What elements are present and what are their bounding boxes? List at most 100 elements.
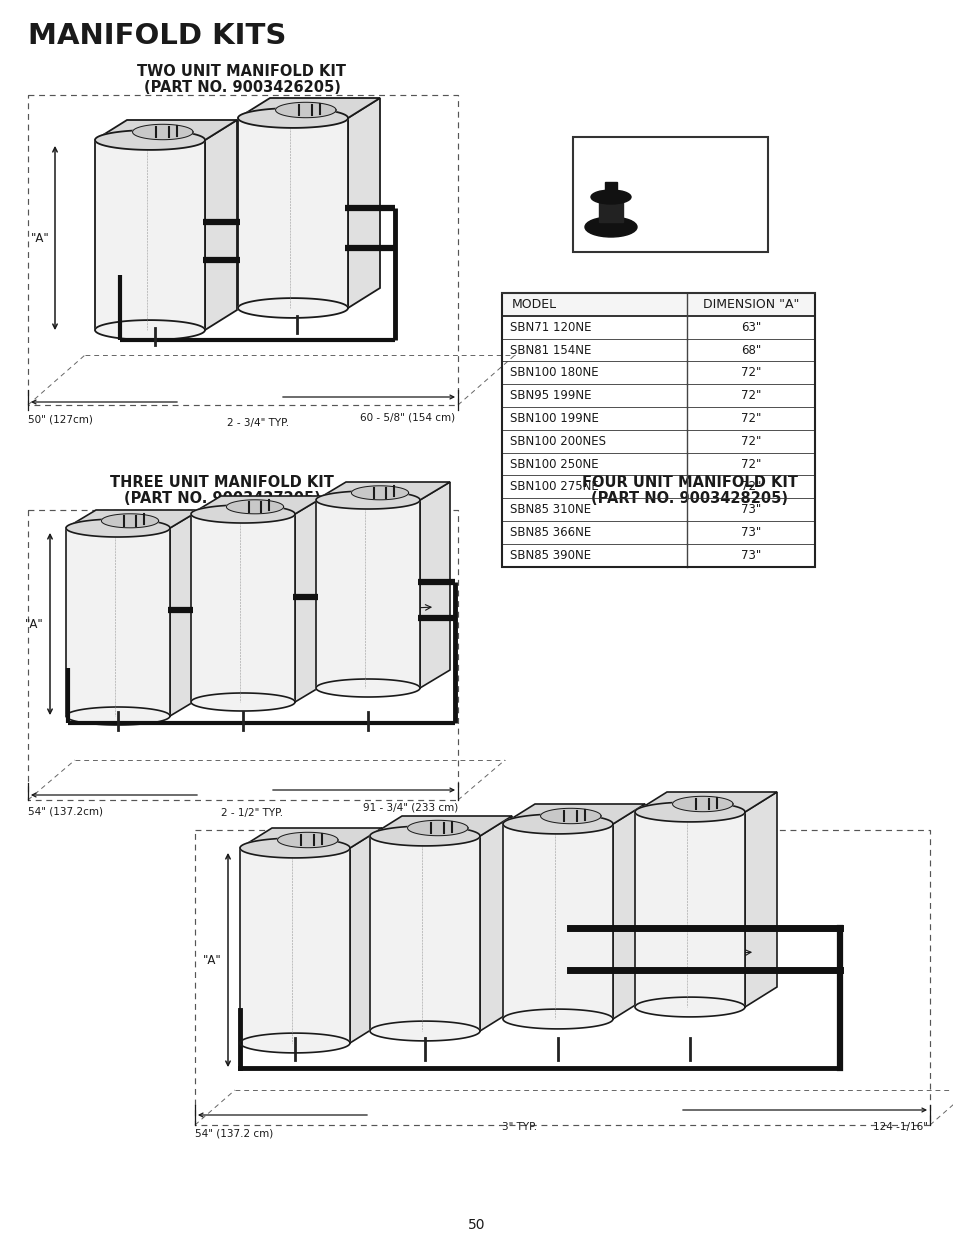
Polygon shape	[191, 505, 294, 522]
Text: 72": 72"	[740, 367, 760, 379]
Polygon shape	[95, 130, 205, 149]
Text: 50" (127cm): 50" (127cm)	[28, 415, 92, 425]
Text: VALVE: VALVE	[652, 170, 682, 180]
Polygon shape	[479, 816, 512, 1031]
Text: 50: 50	[468, 1218, 485, 1233]
Text: "A": "A"	[25, 618, 44, 631]
FancyBboxPatch shape	[501, 316, 814, 338]
Text: SBN71 120NE: SBN71 120NE	[510, 321, 591, 333]
Polygon shape	[240, 839, 350, 858]
Polygon shape	[294, 496, 325, 701]
Polygon shape	[226, 500, 283, 514]
Polygon shape	[95, 320, 205, 340]
Polygon shape	[170, 510, 200, 716]
Polygon shape	[240, 1034, 350, 1053]
Polygon shape	[101, 514, 158, 527]
Polygon shape	[315, 500, 419, 688]
Text: SBN100 275NE: SBN100 275NE	[510, 480, 598, 493]
Text: 54" (137.2cm): 54" (137.2cm)	[28, 806, 103, 816]
Text: 73": 73"	[740, 526, 760, 538]
Text: 2 - 1/2" INLET
AND OUTLET
MANIFOLD
CONNECTIONS: 2 - 1/2" INLET AND OUTLET MANIFOLD CONNE…	[564, 932, 637, 984]
Text: 1 - 1/2" INLET
AND OUTLET
MANIFOLD
CONNECTIONS: 1 - 1/2" INLET AND OUTLET MANIFOLD CONNE…	[213, 158, 282, 205]
Polygon shape	[66, 529, 170, 716]
Text: DIMENSION "A": DIMENSION "A"	[702, 298, 799, 311]
Text: VACUUM RELIEF: VACUUM RELIEF	[652, 157, 731, 167]
Polygon shape	[237, 98, 379, 119]
Polygon shape	[348, 98, 379, 308]
Text: SBN100 199NE: SBN100 199NE	[510, 412, 598, 425]
Text: 72": 72"	[740, 435, 760, 448]
Text: FOUR UNIT MANIFOLD KIT: FOUR UNIT MANIFOLD KIT	[581, 475, 797, 490]
Polygon shape	[275, 103, 335, 117]
Text: (PART NO. 9003428205): (PART NO. 9003428205)	[591, 492, 788, 506]
Polygon shape	[635, 802, 744, 823]
Polygon shape	[237, 298, 348, 317]
Text: "A": "A"	[31, 231, 50, 245]
Ellipse shape	[590, 190, 630, 204]
Text: 60 - 5/8" (154 cm): 60 - 5/8" (154 cm)	[359, 412, 455, 422]
Text: THREE UNIT MANIFOLD KIT: THREE UNIT MANIFOLD KIT	[110, 475, 334, 490]
Text: SBN85 390NE: SBN85 390NE	[510, 548, 591, 562]
Polygon shape	[502, 1009, 613, 1029]
Polygon shape	[191, 514, 294, 701]
FancyBboxPatch shape	[501, 408, 814, 430]
Polygon shape	[315, 492, 419, 509]
Polygon shape	[277, 832, 337, 847]
Polygon shape	[240, 827, 381, 848]
Text: 72": 72"	[740, 412, 760, 425]
Polygon shape	[419, 482, 450, 688]
Text: 2 - 1/2" INLET
AND OUTLET
MANIFOLD
CONNECTIONS: 2 - 1/2" INLET AND OUTLET MANIFOLD CONNE…	[310, 574, 379, 621]
Text: 72": 72"	[740, 389, 760, 403]
Polygon shape	[502, 804, 644, 824]
Polygon shape	[635, 811, 744, 1007]
Polygon shape	[635, 997, 744, 1016]
Polygon shape	[66, 519, 170, 537]
FancyBboxPatch shape	[501, 362, 814, 384]
Polygon shape	[370, 826, 479, 846]
Text: *INSTALL PER
LOCAL CODES.: *INSTALL PER LOCAL CODES.	[652, 194, 724, 217]
Polygon shape	[205, 120, 236, 330]
Polygon shape	[540, 808, 600, 824]
Text: 72": 72"	[740, 457, 760, 471]
Text: 54" (137.2 cm): 54" (137.2 cm)	[194, 1128, 273, 1137]
Text: SBN100 200NES: SBN100 200NES	[510, 435, 605, 448]
Polygon shape	[370, 836, 479, 1031]
Polygon shape	[502, 814, 613, 834]
Text: 73": 73"	[740, 503, 760, 516]
Polygon shape	[407, 820, 468, 836]
Polygon shape	[604, 182, 617, 190]
Text: 3" TYP.: 3" TYP.	[502, 1123, 537, 1132]
Text: 72": 72"	[740, 480, 760, 493]
Polygon shape	[598, 198, 622, 222]
FancyBboxPatch shape	[501, 498, 814, 521]
FancyBboxPatch shape	[501, 475, 814, 498]
Text: TWO UNIT MANIFOLD KIT: TWO UNIT MANIFOLD KIT	[137, 64, 346, 79]
Polygon shape	[66, 706, 170, 725]
FancyBboxPatch shape	[501, 521, 814, 543]
Text: SBN100 180NE: SBN100 180NE	[510, 367, 598, 379]
FancyBboxPatch shape	[573, 137, 767, 252]
Text: "A": "A"	[203, 953, 222, 967]
Polygon shape	[613, 804, 644, 1019]
Polygon shape	[350, 827, 381, 1044]
FancyBboxPatch shape	[501, 452, 814, 475]
Text: 91 - 3/4" (233 cm): 91 - 3/4" (233 cm)	[362, 802, 457, 811]
Polygon shape	[237, 119, 348, 308]
Polygon shape	[240, 848, 350, 1044]
Polygon shape	[191, 496, 325, 514]
Text: SBN85 310NE: SBN85 310NE	[510, 503, 591, 516]
Text: SBN100 250NE: SBN100 250NE	[510, 457, 598, 471]
Polygon shape	[95, 140, 205, 330]
FancyBboxPatch shape	[501, 430, 814, 452]
Text: SBN81 154NE: SBN81 154NE	[510, 343, 591, 357]
FancyBboxPatch shape	[501, 543, 814, 567]
Polygon shape	[351, 485, 408, 500]
Polygon shape	[66, 510, 200, 529]
FancyBboxPatch shape	[501, 384, 814, 408]
Ellipse shape	[584, 217, 637, 237]
Polygon shape	[132, 125, 193, 140]
Polygon shape	[237, 109, 348, 128]
Polygon shape	[370, 816, 512, 836]
Polygon shape	[672, 797, 732, 811]
Text: 73": 73"	[740, 548, 760, 562]
